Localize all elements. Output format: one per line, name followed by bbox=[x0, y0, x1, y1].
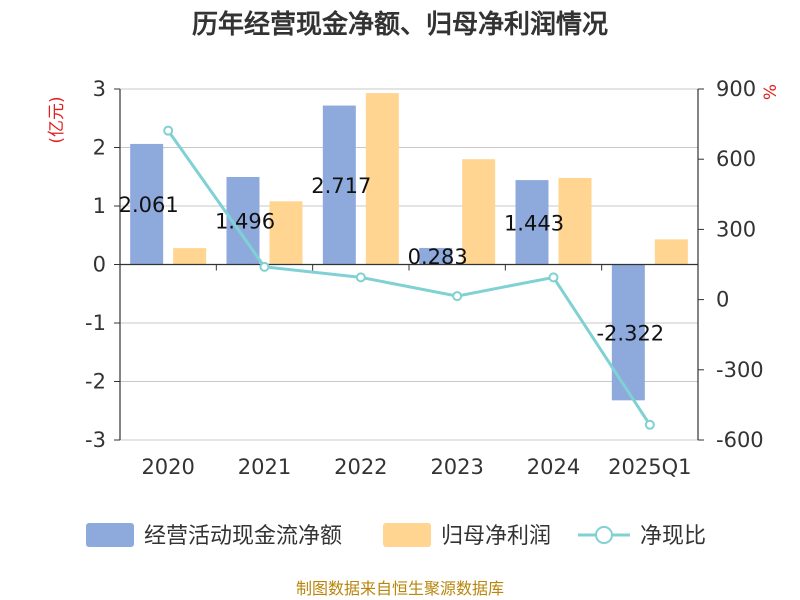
data-labels: 2.061 1.496 2.717 0.283 1.443 -2.322 bbox=[119, 174, 665, 345]
cashflow-data-label: 1.443 bbox=[504, 211, 564, 235]
left-tick-label: -3 bbox=[85, 428, 106, 452]
legend-label-cashflow: 经营活动现金流净额 bbox=[144, 524, 342, 549]
ratio-point bbox=[259, 261, 270, 272]
category-label: 2025Q1 bbox=[608, 455, 691, 479]
right-tick-label: 0 bbox=[716, 288, 729, 312]
category-label: 2023 bbox=[430, 455, 483, 479]
left-tick-label: 3 bbox=[93, 77, 106, 101]
legend-swatch-ratio-point bbox=[595, 526, 613, 544]
cashflow-bar bbox=[130, 143, 164, 265]
ratio-line-path bbox=[166, 129, 652, 426]
category-label: 2021 bbox=[238, 455, 291, 479]
legend: 经营活动现金流净额 归母净利润 净现比 bbox=[86, 523, 706, 549]
left-tick-label: -1 bbox=[85, 311, 106, 335]
net-profit-bar bbox=[269, 201, 303, 265]
right-tick-label: 300 bbox=[716, 217, 756, 241]
chart-title: 历年经营现金净额、归母净利润情况 bbox=[192, 9, 608, 40]
net-profit-bar bbox=[365, 93, 399, 265]
net-profit-bar bbox=[462, 159, 496, 265]
source-note: 制图数据来自恒生聚源数据库 bbox=[296, 579, 504, 598]
left-tick-label: 0 bbox=[93, 253, 106, 277]
ratio-line bbox=[163, 125, 655, 430]
right-tick-label: -600 bbox=[716, 428, 764, 452]
left-tick-label: -2 bbox=[85, 370, 106, 394]
cashflow-data-label: 2.061 bbox=[119, 193, 179, 217]
legend-swatch-net-profit bbox=[383, 523, 431, 547]
ratio-point bbox=[163, 125, 174, 136]
cashflow-data-label: 0.283 bbox=[408, 245, 468, 269]
net-profit-bar bbox=[173, 248, 207, 265]
left-tick-label: 1 bbox=[93, 194, 106, 218]
ratio-point bbox=[452, 291, 463, 302]
category-label: 2020 bbox=[141, 455, 194, 479]
cashflow-data-label: -2.322 bbox=[596, 321, 664, 345]
ratio-point bbox=[644, 419, 655, 430]
cashflow-data-label: 2.717 bbox=[311, 174, 371, 198]
axes: 3 2 1 0 -1 -2 -3 900 600 300 0 -300 -600 2020 2021 2022… bbox=[85, 77, 764, 479]
category-label: 2022 bbox=[334, 455, 387, 479]
net-profit-bar bbox=[558, 177, 592, 265]
cashflow-bar bbox=[419, 247, 453, 265]
category-label: 2024 bbox=[527, 455, 580, 479]
legend-label-ratio: 净现比 bbox=[640, 524, 706, 549]
left-axis-unit: (亿元) bbox=[47, 96, 67, 143]
right-tick-label: 900 bbox=[716, 77, 756, 101]
right-axis-unit: % bbox=[761, 84, 781, 100]
ratio-point bbox=[355, 272, 366, 283]
net-profit-bar bbox=[654, 239, 688, 265]
cashflow-bar bbox=[322, 105, 356, 265]
right-tick-label: -300 bbox=[716, 358, 764, 382]
right-tick-label: 600 bbox=[716, 147, 756, 171]
legend-label-net-profit: 归母净利润 bbox=[441, 524, 551, 549]
bar-marks bbox=[130, 93, 688, 401]
ratio-point bbox=[548, 272, 559, 283]
cashflow-data-label: 1.496 bbox=[215, 210, 275, 234]
left-tick-label: 2 bbox=[93, 136, 106, 160]
cashflow-bar bbox=[515, 180, 549, 265]
legend-swatch-cashflow bbox=[86, 523, 134, 547]
